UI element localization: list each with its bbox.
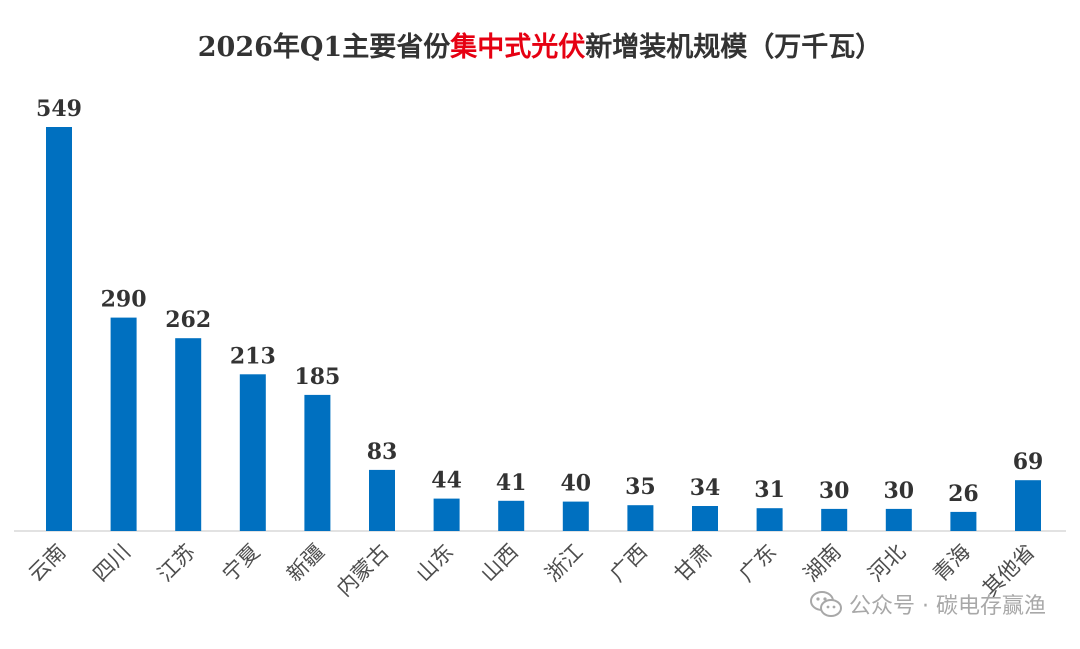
value-label-10: 34 bbox=[690, 475, 721, 501]
value-label-2: 262 bbox=[165, 307, 211, 333]
value-label-3: 213 bbox=[230, 343, 276, 369]
bar-4 bbox=[304, 394, 331, 531]
value-label-4: 185 bbox=[294, 364, 340, 390]
value-label-0: 549 bbox=[36, 96, 82, 122]
value-label-11: 31 bbox=[754, 477, 785, 503]
category-label-0: 云南 bbox=[24, 540, 71, 587]
category-label-14: 青海 bbox=[928, 540, 975, 587]
bars-group: 549 云南 290 四川 262 江苏 213 宁夏 185 新疆 83 内蒙古 44 山东 41 山西 40… bbox=[24, 96, 1043, 601]
category-label-7: 山西 bbox=[476, 540, 523, 587]
chart-title: 2026年Q1主要省份集中式光伏新增装机规模（万千瓦） bbox=[198, 31, 882, 63]
category-label-4: 新疆 bbox=[282, 540, 329, 587]
title-highlight: 集中式光伏 bbox=[449, 31, 585, 63]
title-suffix: 新增装机规模（万千瓦） bbox=[585, 31, 882, 63]
value-label-15: 69 bbox=[1013, 449, 1044, 475]
category-label-1: 四川 bbox=[88, 540, 135, 587]
watermark-text: 公众号 · 碳电存赢渔 bbox=[849, 594, 1046, 619]
bar-1 bbox=[110, 317, 137, 531]
bar-10 bbox=[692, 506, 718, 531]
value-label-8: 40 bbox=[560, 471, 591, 497]
value-label-1: 290 bbox=[101, 287, 147, 313]
category-label-13: 河北 bbox=[864, 540, 911, 587]
bar-6 bbox=[433, 498, 460, 531]
bar-9 bbox=[627, 505, 654, 531]
bar-0 bbox=[46, 127, 72, 531]
category-label-10: 甘肃 bbox=[670, 540, 717, 587]
category-label-6: 山东 bbox=[411, 540, 458, 587]
category-label-12: 湖南 bbox=[799, 540, 846, 587]
bar-12 bbox=[821, 508, 848, 531]
bar-11 bbox=[756, 508, 783, 531]
category-label-5: 内蒙古 bbox=[332, 540, 394, 602]
category-label-3: 宁夏 bbox=[218, 540, 265, 587]
value-label-6: 44 bbox=[431, 468, 462, 494]
bar-2 bbox=[175, 338, 202, 531]
bar-14 bbox=[950, 511, 977, 531]
bar-13 bbox=[885, 508, 912, 531]
value-label-14: 26 bbox=[948, 481, 979, 507]
value-label-5: 83 bbox=[367, 439, 398, 465]
category-label-9: 广西 bbox=[605, 540, 652, 587]
bar-8 bbox=[562, 501, 589, 531]
category-label-11: 广东 bbox=[734, 540, 781, 587]
bar-7 bbox=[498, 500, 525, 531]
value-label-12: 30 bbox=[819, 478, 850, 504]
bar-15 bbox=[1015, 480, 1041, 531]
category-label-2: 江苏 bbox=[153, 540, 200, 587]
value-label-13: 30 bbox=[883, 478, 914, 504]
bar-5 bbox=[369, 469, 395, 531]
title-prefix: 2026年Q1主要省份 bbox=[198, 31, 450, 63]
bar-3 bbox=[239, 374, 266, 531]
watermark: 公众号 · 碳电存赢渔 bbox=[809, 588, 1046, 620]
value-label-7: 41 bbox=[496, 470, 527, 496]
value-label-9: 35 bbox=[625, 474, 656, 500]
wechat-icon bbox=[810, 591, 843, 617]
category-label-8: 浙江 bbox=[541, 540, 588, 587]
